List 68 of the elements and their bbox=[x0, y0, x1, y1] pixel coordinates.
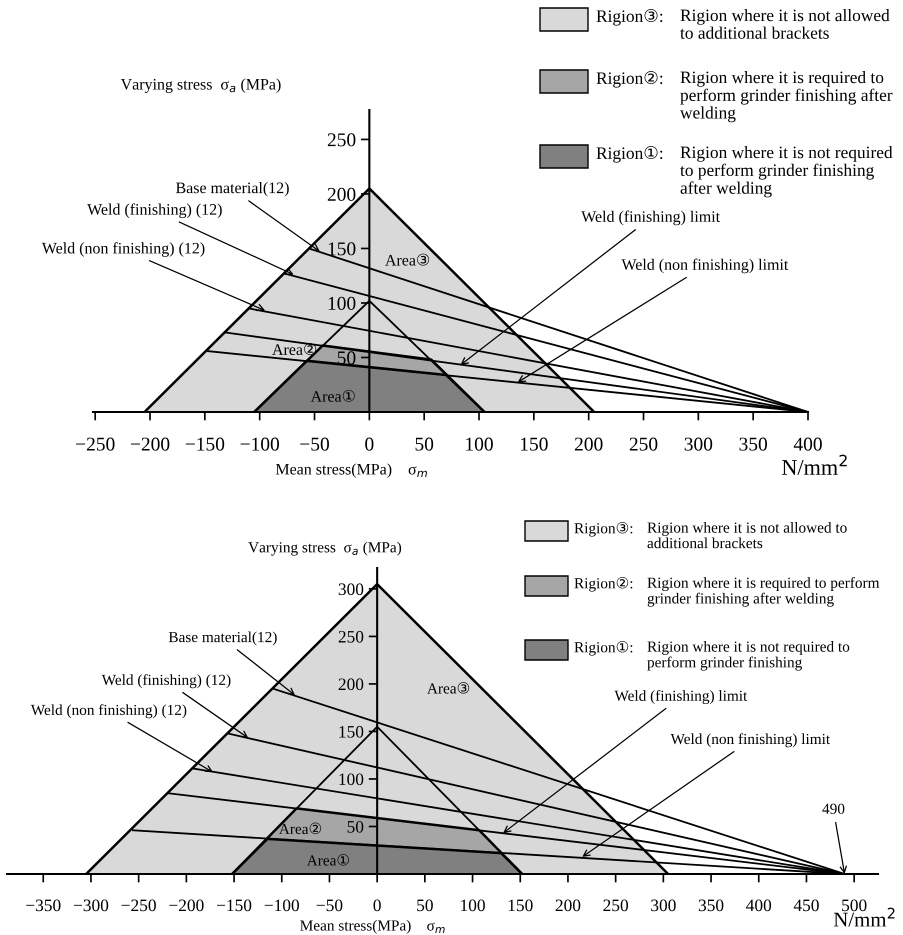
y-tick-label: 100 bbox=[328, 296, 356, 310]
x-tick-label: 350 bbox=[698, 900, 724, 912]
x-tick-label: 50 bbox=[416, 438, 434, 451]
x-tick-label: 400 bbox=[794, 438, 822, 451]
y-tick-label: 250 bbox=[338, 630, 364, 643]
x-tick-label: 300 bbox=[651, 900, 676, 912]
x-tick-label: 200 bbox=[574, 438, 603, 451]
y-axis-title: Varying stress σ$_{a}$ (MPa) bbox=[120, 78, 281, 93]
legend-label: Rigion①: Rigion where it is not required to perform grinder finishing bbox=[574, 641, 850, 671]
annotation: Base material(12) bbox=[168, 631, 277, 646]
y-tick-label: 150 bbox=[328, 242, 356, 256]
x-tick-label: −200 bbox=[130, 438, 170, 451]
y-axis-title: Varying stress σ$_{a}$ (MPa) bbox=[248, 542, 402, 556]
x-tick-label: −150 bbox=[186, 438, 224, 451]
annotation: Area③ bbox=[427, 682, 470, 694]
x-tick-label: 300 bbox=[684, 438, 712, 451]
x-tick-label: −300 bbox=[74, 900, 108, 912]
x-tick-label: 150 bbox=[520, 438, 548, 451]
x-tick-label: −350 bbox=[26, 900, 61, 912]
legend-label: Rigion①: Rigion where it is not required to perform grinder finishing after welding bbox=[596, 146, 892, 198]
x-tick-label: 250 bbox=[630, 438, 658, 451]
y-tick-label: 200 bbox=[328, 188, 356, 201]
x-tick-label: 400 bbox=[746, 900, 772, 912]
x-tick-label: −200 bbox=[169, 900, 204, 912]
x-tick-label: 350 bbox=[740, 438, 768, 451]
x-tick-label: 250 bbox=[603, 900, 628, 912]
x-tick-label: 450 bbox=[794, 900, 819, 912]
annotation: Area② bbox=[278, 822, 322, 834]
x-tick-label: 0 bbox=[373, 900, 381, 912]
x-tick-label: 150 bbox=[508, 900, 533, 912]
x-tick-label: −50 bbox=[300, 438, 329, 451]
annotation: Weld (finishing) (12) bbox=[87, 203, 222, 218]
y-tick-label: 300 bbox=[338, 583, 364, 596]
annotation: Weld (finishing) (12) bbox=[102, 674, 230, 688]
annotation: Base material(12) bbox=[176, 182, 289, 196]
x-tick-label: −150 bbox=[217, 900, 252, 912]
x-tick-label: 0 bbox=[365, 438, 374, 451]
x-axis-title: Mean stress(MPa) σ$_{m}$ bbox=[276, 463, 427, 478]
annotation: Weld (non finishing) (12) bbox=[42, 242, 204, 257]
x-axis-title: Mean stress(MPa) σ$_{m}$ bbox=[300, 920, 445, 934]
y-tick-label: 50 bbox=[348, 820, 364, 833]
x-tick-label: 200 bbox=[556, 900, 580, 912]
x-tick-label: 100 bbox=[466, 438, 493, 451]
x-tick-label: −50 bbox=[316, 900, 342, 912]
annotation: Weld (non finishing) limit bbox=[670, 733, 830, 748]
x-tick-label: −250 bbox=[122, 900, 156, 912]
y-tick-label: 100 bbox=[339, 773, 364, 786]
y-tick-label: 200 bbox=[338, 678, 364, 690]
legend-label: Rigion③: Rigion where it is not allowed to additional brackets bbox=[574, 522, 847, 548]
legend-label: Rigion③: Rigion where it is not allowed to additional brackets bbox=[596, 9, 890, 39]
y-tick-label: 150 bbox=[339, 726, 364, 738]
annotation: Area① bbox=[310, 390, 355, 402]
annotation: Area① bbox=[306, 854, 349, 866]
y-tick-label: 250 bbox=[328, 133, 356, 146]
text: N/mm$^{2}$ bbox=[782, 454, 847, 475]
x-tick-label: −100 bbox=[240, 438, 280, 451]
annotation: Weld (non finishing) (12) bbox=[30, 704, 186, 718]
legend-label: Rigion②: Rigion where it is required to perform grinder finishing after welding bbox=[574, 577, 880, 607]
annotation: Weld (non finishing) limit bbox=[621, 258, 788, 274]
x-tick-label: 50 bbox=[417, 900, 433, 912]
annotation: Area③ bbox=[385, 254, 430, 266]
annotation: 490 bbox=[822, 804, 844, 814]
x-tick-label: −100 bbox=[264, 900, 300, 912]
x-tick-label: 100 bbox=[461, 900, 485, 912]
x-tick-label: −250 bbox=[76, 438, 115, 451]
legend-label: Rigion②: Rigion where it is required to perform grinder finishing after welding bbox=[596, 71, 892, 122]
annotation: Weld (finishing) limit bbox=[614, 690, 748, 704]
annotation: Weld (finishing) limit bbox=[581, 210, 720, 226]
